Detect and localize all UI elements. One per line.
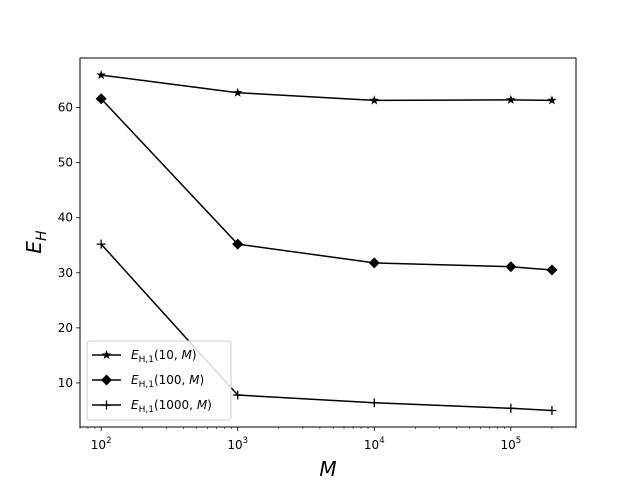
legend-box [86,340,232,421]
series-layer [95,70,558,415]
x-tick-label-exp: 2 [106,436,111,446]
x-tick-label: 105 [500,436,521,452]
legend-label: EH,1(10, M) [131,348,197,365]
legend-label-close: ) [207,398,212,412]
legend-label-base: E [131,348,139,362]
legend-marker [101,374,112,386]
legend: EH,1(10, M)EH,1(100, M)EH,1(1000, M) [86,340,232,421]
legend-label-sub: H,1 [139,405,154,415]
data-point [232,87,243,97]
legend-label: EH,1(1000, M) [131,398,212,415]
x-axis-title: M [319,457,336,480]
legend-entry-2: EH,1(100, M) [92,373,204,390]
data-point [369,95,380,105]
x-tick-label: 102 [91,436,112,452]
data-point [368,257,380,269]
data-point [96,70,106,80]
legend-marker [101,350,112,360]
x-tick-label-base: 10 [364,438,379,452]
data-point [232,238,244,250]
data-point [506,403,516,413]
x-tick-label-exp: 4 [379,436,384,446]
x-tick-label-base: 10 [500,438,515,452]
legend-label-args: (100, [154,373,189,387]
legend-label-sub: H,1 [139,355,154,365]
legend-label-args: (10, [154,348,182,362]
x-tick-label-exp: 3 [243,436,248,446]
x-tick-label: 103 [227,436,248,452]
data-point [369,398,379,408]
data-point [547,405,557,415]
legend-marker [102,400,111,410]
legend-label-var: M [182,348,193,362]
x-tick-label-base: 10 [227,438,242,452]
legend-label: EH,1(100, M) [131,373,204,390]
legend-label-sub: H,1 [139,380,154,390]
x-tick-label-base: 10 [91,438,106,452]
x-tick-label: 104 [364,436,385,452]
legend-label-var: M [189,373,200,387]
y-axis-ticks: 10 20 30 40 50 60 [58,101,80,390]
legend-label-var: M [197,398,208,412]
data-point [96,239,106,249]
data-point [233,390,243,400]
y-tick-label: 20 [58,321,73,335]
y-axis-title-base: E [22,241,46,254]
data-point [506,94,516,104]
data-point [546,264,558,276]
data-point [505,261,517,273]
x-axis-ticks: 102 103 104 105 [79,427,577,452]
y-axis-title: EH [22,230,50,254]
y-tick-label: 40 [58,211,73,225]
legend-label-base: E [131,373,139,387]
legend-label-close: ) [192,348,197,362]
legend-entry-1: EH,1(10, M) [92,348,197,365]
legend-label-args: (1000, [154,398,197,412]
series-1 [96,70,557,105]
y-tick-label: 10 [58,376,73,390]
legend-label-base: E [131,398,139,412]
y-tick-label: 30 [58,266,73,280]
axes-frame [79,57,577,428]
y-tick-label: 50 [58,156,73,170]
legend-entry-3: EH,1(1000, M) [92,398,212,415]
y-tick-label: 60 [58,101,73,115]
y-axis-title-sub: H [34,230,50,241]
plot-area [79,57,577,428]
x-tick-label-exp: 5 [516,436,521,446]
legend-label-close: ) [200,373,205,387]
data-point [547,95,557,105]
series-2 [95,93,558,276]
data-point [95,93,107,105]
